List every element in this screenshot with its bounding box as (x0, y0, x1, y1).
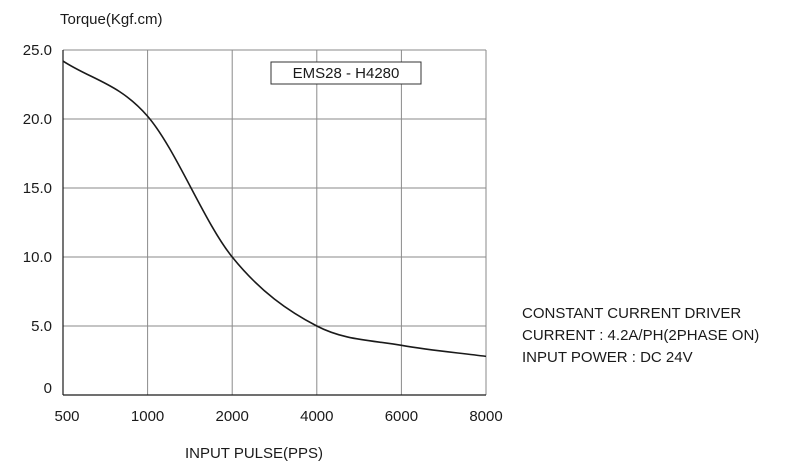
x-tick-label: 2000 (216, 408, 249, 425)
legend-frame (270, 61, 422, 85)
notes-driver-type: CONSTANT CURRENT DRIVER (522, 305, 742, 322)
chart-axes (62, 50, 486, 396)
notes-input-power: INPUT POWER : DC 24V (522, 349, 693, 366)
legend-label: EMS28 - H4280 (293, 65, 400, 82)
x-tick-label: 1000 (131, 408, 164, 425)
y-tick-label: 0 (44, 380, 52, 397)
chart-grid (63, 49, 487, 395)
y-tick-label: 25.0 (23, 42, 52, 59)
y-tick-label: 15.0 (23, 180, 52, 197)
y-tick-label: 20.0 (23, 111, 52, 128)
y-tick-label: 5.0 (31, 318, 52, 335)
x-axis-title: INPUT PULSE(PPS) (185, 445, 323, 462)
y-tick-label: 10.0 (23, 249, 52, 266)
notes-current: CURRENT : 4.2A/PH(2PHASE ON) (522, 327, 760, 344)
torque-curve-line (62, 60, 487, 358)
y-axis-title: Torque(Kgf.cm) (60, 11, 163, 28)
x-tick-label: 6000 (385, 408, 418, 425)
legend-box: EMS28 - H4280 (270, 61, 422, 85)
x-tick-label: 500 (54, 408, 79, 425)
tick-labels: 0 5.0 10.0 15.0 20.0 25.0 500 1000 2000 4000 6000 8… (23, 42, 503, 425)
x-tick-label: 8000 (469, 408, 502, 425)
driver-notes: CONSTANT CURRENT DRIVER CURRENT : 4.2A/P… (522, 303, 759, 369)
x-tick-label: 4000 (300, 408, 333, 425)
